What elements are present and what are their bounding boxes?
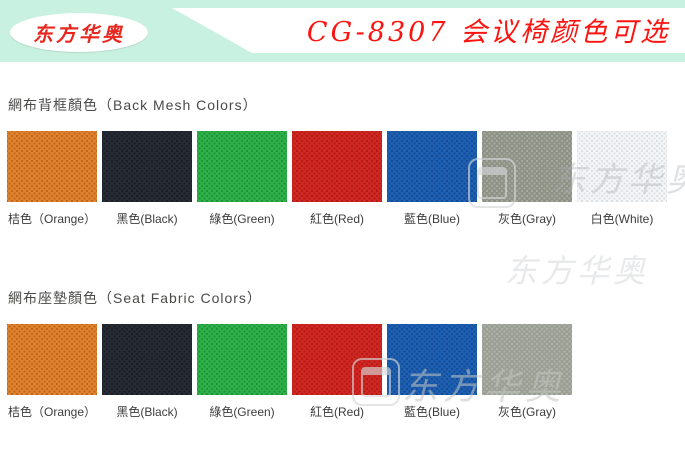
swatch-cell-red: 紅色(Red)	[292, 324, 382, 420]
swatch-cell-white: 白色(White)	[577, 131, 667, 227]
banner: 东方华奥 CG-8307 会议椅颜色可选	[0, 0, 685, 62]
white-color-swatch	[577, 131, 667, 202]
logo-oval: 东方华奥	[10, 13, 148, 52]
back-mesh-swatch-row: 桔色（Orange） 黑色(Black) 綠色(Green) 紅色(Red) 藍色(Bl…	[7, 131, 685, 227]
blue-color-swatch	[387, 131, 477, 202]
swatch-cell-red: 紅色(Red)	[292, 131, 382, 227]
orange-color-swatch	[7, 324, 97, 395]
watermark-text: 东方华奥	[505, 252, 650, 290]
swatch-cell-blue: 藍色(Blue)	[387, 324, 477, 420]
blue-color-swatch	[387, 324, 477, 395]
swatch-cell-green: 綠色(Green)	[197, 131, 287, 227]
page-title: CG-8307 会议椅颜色可选	[306, 17, 671, 48]
banner-white-panel	[172, 8, 685, 53]
swatch-label: 紅色(Red)	[309, 405, 364, 419]
swatch-label: 桔色（Orange）	[7, 212, 97, 226]
swatch-label: 黑色(Black)	[116, 405, 178, 419]
swatch-cell-gray: 灰色(Gray)	[482, 131, 572, 227]
swatch-cell-black: 黑色(Black)	[102, 131, 192, 227]
swatch-label: 綠色(Green)	[209, 212, 275, 226]
seat-fabric-swatch-row: 桔色（Orange） 黑色(Black) 綠色(Green) 紅色(Red) 藍色(Bl…	[7, 324, 685, 420]
swatch-cell-black: 黑色(Black)	[102, 324, 192, 420]
gray-color-swatch	[482, 324, 572, 395]
swatch-label: 綠色(Green)	[209, 405, 275, 419]
green-color-swatch	[197, 324, 287, 395]
swatch-cell-orange: 桔色（Orange）	[7, 324, 97, 420]
swatch-label: 白色(White)	[590, 212, 654, 226]
logo-text: 东方华奥	[33, 22, 125, 46]
swatch-cell-gray: 灰色(Gray)	[482, 324, 572, 420]
black-color-swatch	[102, 324, 192, 395]
swatch-label: 灰色(Gray)	[498, 212, 556, 226]
swatch-cell-green: 綠色(Green)	[197, 324, 287, 420]
swatch-label: 桔色（Orange）	[7, 405, 97, 419]
green-color-swatch	[197, 131, 287, 202]
swatch-label: 藍色(Blue)	[403, 405, 460, 419]
orange-color-swatch	[7, 131, 97, 202]
swatch-label: 黑色(Black)	[116, 212, 178, 226]
section-heading-back-mesh: 網布背框顏色（Back Mesh Colors）	[8, 97, 258, 113]
section-heading-seat-fabric: 網布座墊顏色（Seat Fabric Colors）	[8, 290, 262, 306]
red-color-swatch	[292, 131, 382, 202]
black-color-swatch	[102, 131, 192, 202]
swatch-cell-blue: 藍色(Blue)	[387, 131, 477, 227]
red-color-swatch	[292, 324, 382, 395]
swatch-label: 紅色(Red)	[309, 212, 364, 226]
swatch-cell-orange: 桔色（Orange）	[7, 131, 97, 227]
swatch-label: 藍色(Blue)	[403, 212, 460, 226]
swatch-label: 灰色(Gray)	[498, 405, 556, 419]
gray-color-swatch	[482, 131, 572, 202]
